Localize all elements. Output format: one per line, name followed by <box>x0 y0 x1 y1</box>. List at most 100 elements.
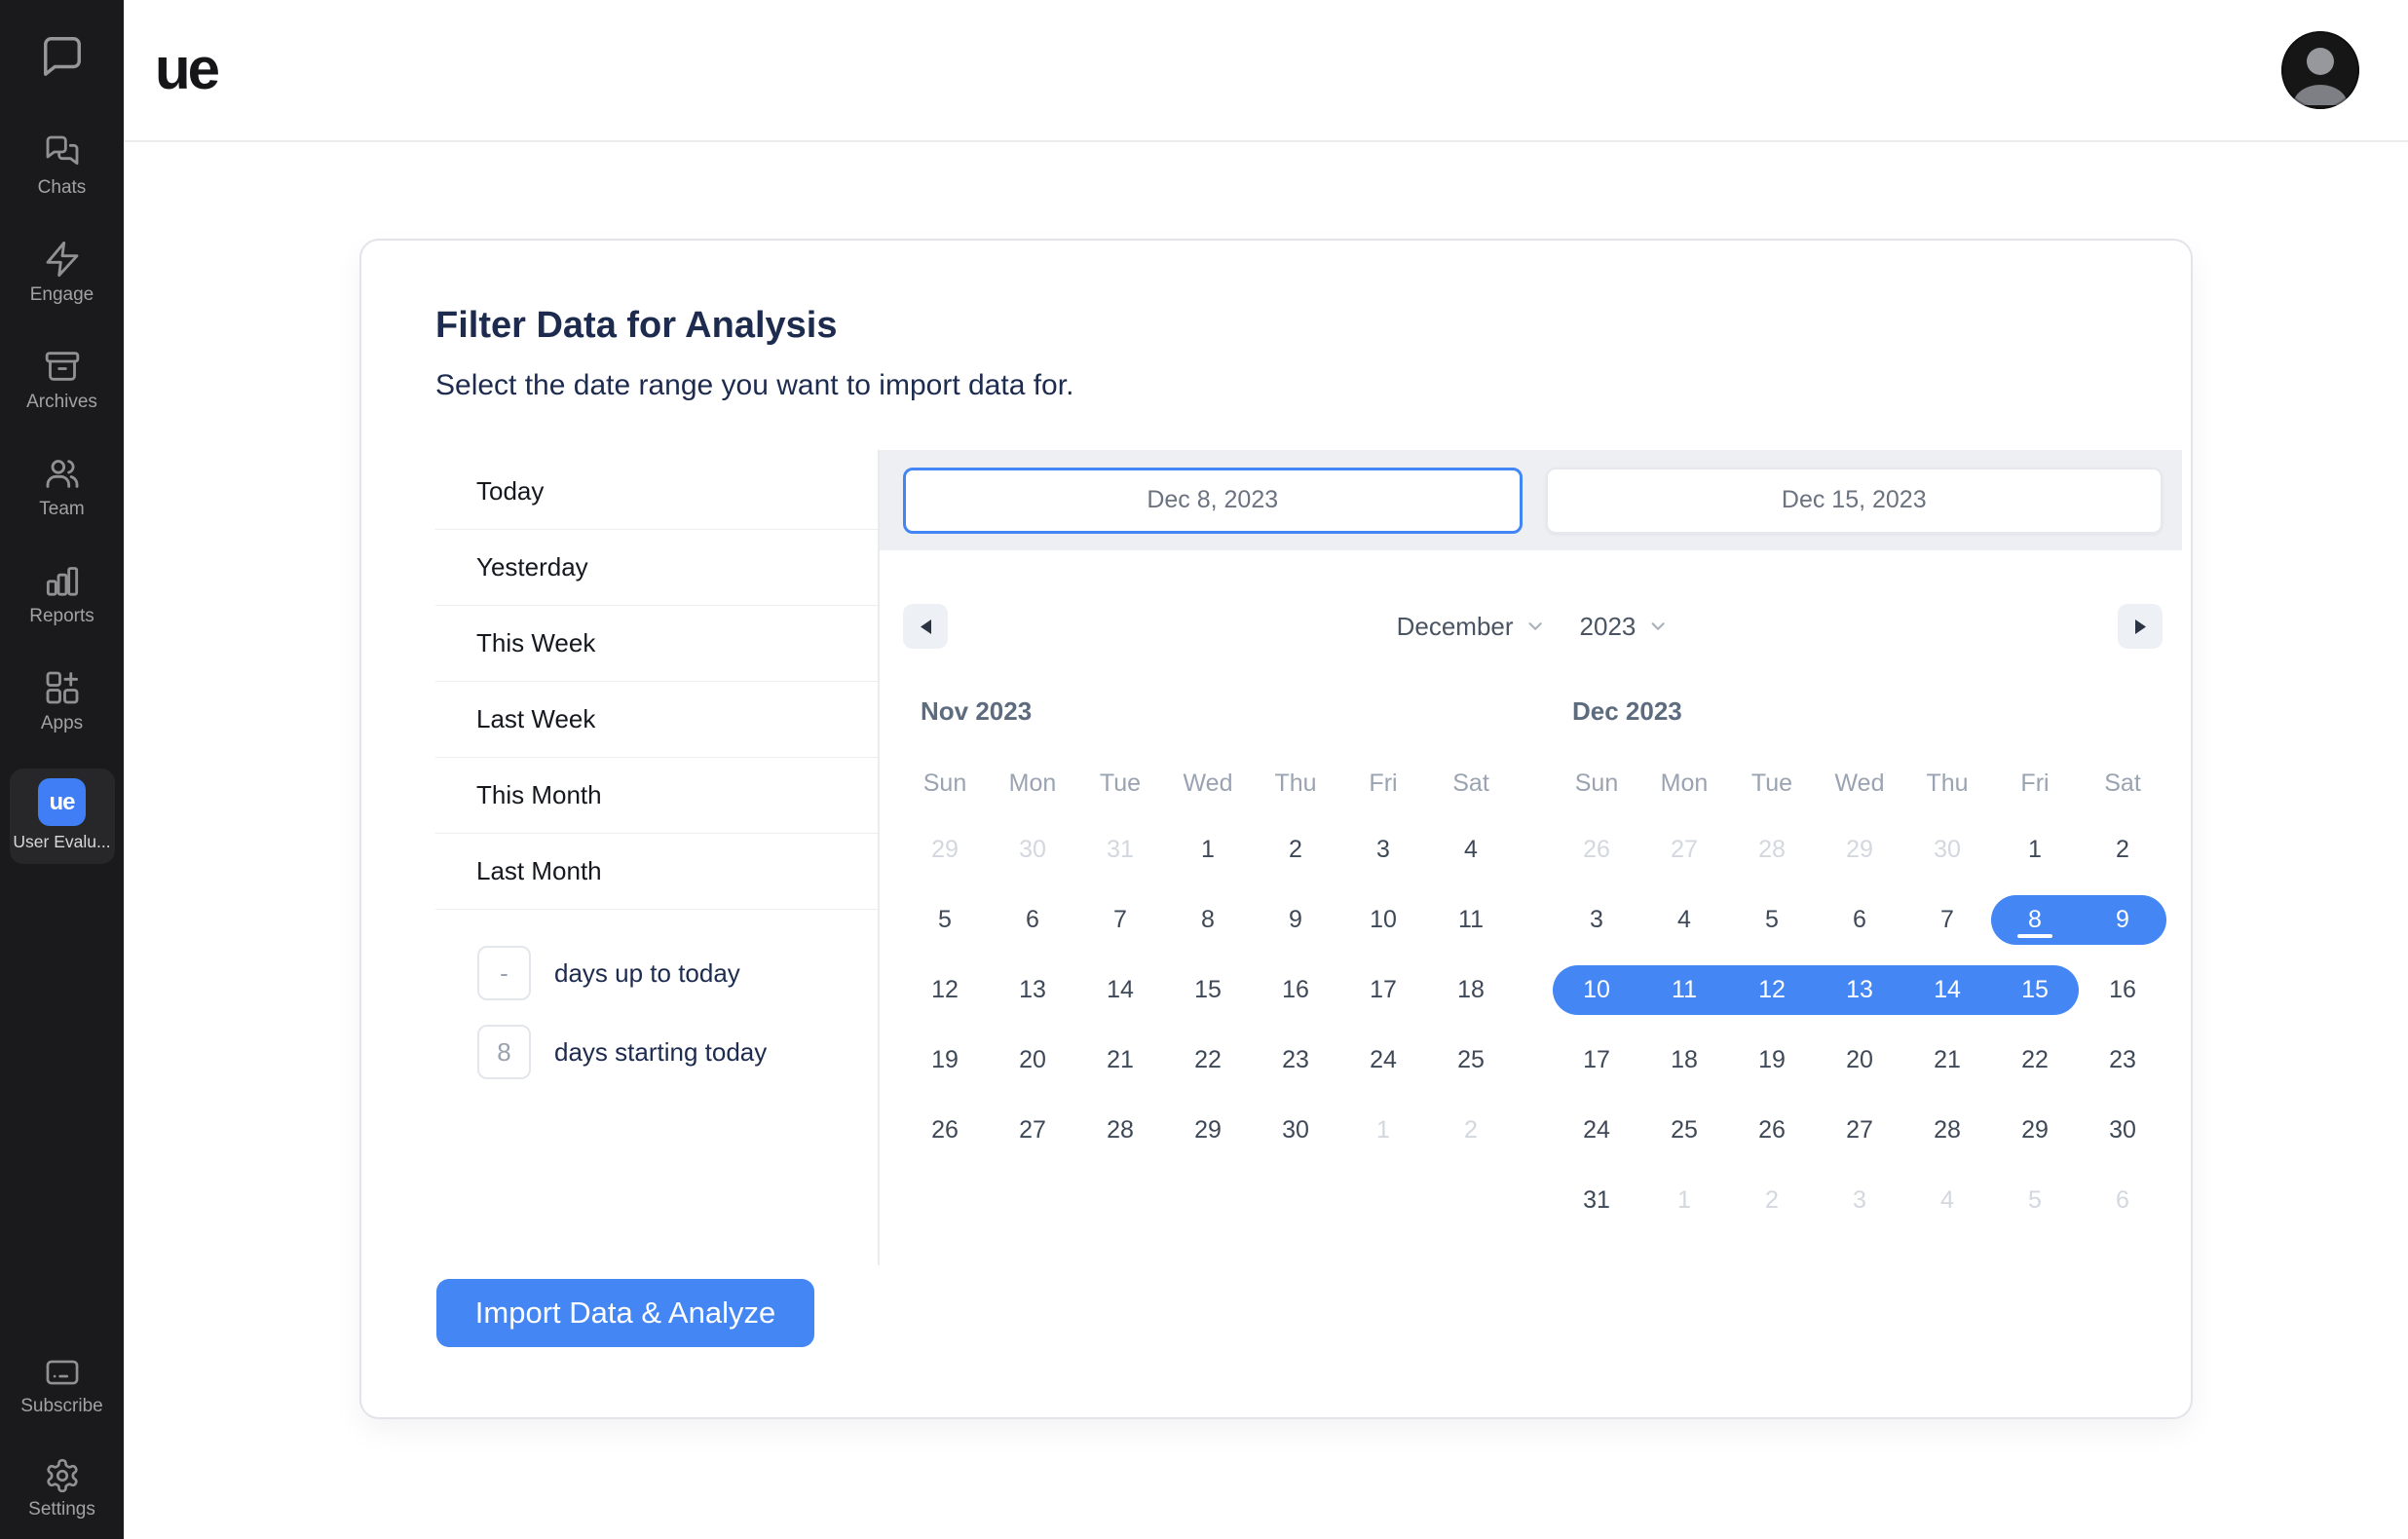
user-avatar[interactable] <box>2281 31 2359 109</box>
start-date-input[interactable]: Dec 8, 2023 <box>903 467 1523 534</box>
calendar-day[interactable]: 10 <box>1553 964 1640 1015</box>
calendar-day[interactable]: 22 <box>1164 1035 1252 1085</box>
calendar-day[interactable]: 9 <box>2079 894 2166 945</box>
sidebar-item-team[interactable]: Team <box>0 454 124 538</box>
calendar-day[interactable]: 30 <box>2079 1106 2166 1155</box>
calendar-day[interactable]: 26 <box>1728 1106 1816 1155</box>
calendar-day[interactable]: 1 <box>1640 1176 1728 1225</box>
calendar-day[interactable]: 29 <box>1816 825 1903 875</box>
calendar-day[interactable]: 26 <box>1553 825 1640 875</box>
calendar-day[interactable]: 25 <box>1427 1035 1515 1085</box>
month-select[interactable]: December <box>1397 612 1547 642</box>
import-data-analyze-button[interactable]: Import Data & Analyze <box>436 1279 814 1347</box>
brand-logo[interactable]: ue <box>155 36 220 101</box>
calendar-day[interactable]: 13 <box>989 965 1076 1015</box>
calendar-day[interactable]: 27 <box>1640 825 1728 875</box>
calendar-day[interactable]: 6 <box>2079 1176 2166 1225</box>
days-starting-today-input[interactable]: 8 <box>477 1025 531 1079</box>
calendar-day[interactable]: 16 <box>2079 965 2166 1015</box>
calendar-day[interactable]: 21 <box>1076 1035 1164 1085</box>
calendar-day[interactable]: 11 <box>1427 895 1515 945</box>
calendar-day[interactable]: 23 <box>1252 1035 1339 1085</box>
calendar-day[interactable]: 31 <box>1076 825 1164 875</box>
quick-option-this-month[interactable]: This Month <box>435 758 878 834</box>
calendar-day[interactable]: 26 <box>901 1106 989 1155</box>
calendar-day[interactable]: 16 <box>1252 965 1339 1015</box>
sidebar-item-apps[interactable]: Apps <box>0 668 124 752</box>
calendar-day[interactable]: 7 <box>1076 895 1164 945</box>
calendar-day[interactable]: 23 <box>2079 1035 2166 1085</box>
calendar-day[interactable]: 11 <box>1640 964 1728 1015</box>
calendar-day[interactable]: 17 <box>1553 1035 1640 1085</box>
calendar-day[interactable]: 14 <box>1076 965 1164 1015</box>
quick-option-last-month[interactable]: Last Month <box>435 834 878 910</box>
calendar-day[interactable]: 19 <box>901 1035 989 1085</box>
calendar-day[interactable]: 1 <box>1164 825 1252 875</box>
calendar-day[interactable]: 30 <box>989 825 1076 875</box>
calendar-day[interactable]: 31 <box>1553 1176 1640 1225</box>
calendar-day[interactable]: 29 <box>1991 1106 2079 1155</box>
calendar-day[interactable]: 10 <box>1339 895 1427 945</box>
calendar-day[interactable]: 8 <box>1991 894 2079 945</box>
sidebar-item-archives[interactable]: Archives <box>0 347 124 431</box>
sidebar-item-subscribe[interactable]: Subscribe <box>0 1354 124 1418</box>
quick-option-last-week[interactable]: Last Week <box>435 682 878 758</box>
calendar-day[interactable]: 2 <box>1252 825 1339 875</box>
calendar-day[interactable]: 20 <box>1816 1035 1903 1085</box>
end-date-input[interactable]: Dec 15, 2023 <box>1545 467 2163 534</box>
calendar-day[interactable]: 7 <box>1903 895 1991 945</box>
calendar-day[interactable]: 28 <box>1903 1106 1991 1155</box>
calendar-day[interactable]: 12 <box>1728 964 1816 1015</box>
calendar-day[interactable]: 2 <box>2079 825 2166 875</box>
calendar-day[interactable]: 5 <box>1728 895 1816 945</box>
calendar-day[interactable]: 19 <box>1728 1035 1816 1085</box>
calendar-day[interactable]: 6 <box>989 895 1076 945</box>
calendar-day[interactable]: 5 <box>901 895 989 945</box>
calendar-day[interactable]: 30 <box>1903 825 1991 875</box>
calendar-day[interactable]: 25 <box>1640 1106 1728 1155</box>
calendar-day[interactable]: 27 <box>1816 1106 1903 1155</box>
calendar-day[interactable]: 1 <box>1339 1106 1427 1155</box>
calendar-day[interactable]: 2 <box>1728 1176 1816 1225</box>
calendar-day[interactable]: 4 <box>1903 1176 1991 1225</box>
calendar-day[interactable]: 24 <box>1339 1035 1427 1085</box>
calendar-day[interactable]: 15 <box>1164 965 1252 1015</box>
calendar-day[interactable]: 12 <box>901 965 989 1015</box>
chat-bubble-logo-icon[interactable] <box>40 33 85 78</box>
calendar-day[interactable]: 21 <box>1903 1035 1991 1085</box>
quick-option-yesterday[interactable]: Yesterday <box>435 530 878 606</box>
calendar-day[interactable]: 1 <box>1991 825 2079 875</box>
calendar-day[interactable]: 4 <box>1640 895 1728 945</box>
quick-option-this-week[interactable]: This Week <box>435 606 878 682</box>
calendar-day[interactable]: 4 <box>1427 825 1515 875</box>
calendar-day[interactable]: 13 <box>1816 964 1903 1015</box>
sidebar-item-engage[interactable]: Engage <box>0 240 124 323</box>
calendar-day[interactable]: 3 <box>1816 1176 1903 1225</box>
next-month-button[interactable] <box>2118 604 2163 649</box>
calendar-day[interactable]: 18 <box>1640 1035 1728 1085</box>
calendar-day[interactable]: 14 <box>1903 964 1991 1015</box>
calendar-day[interactable]: 27 <box>989 1106 1076 1155</box>
quick-option-today[interactable]: Today <box>435 454 878 530</box>
sidebar-item-settings[interactable]: Settings <box>0 1457 124 1521</box>
calendar-day[interactable]: 5 <box>1991 1176 2079 1225</box>
calendar-day[interactable]: 15 <box>1991 964 2079 1015</box>
calendar-day[interactable]: 3 <box>1553 895 1640 945</box>
sidebar-item-chats[interactable]: Chats <box>0 132 124 216</box>
calendar-day[interactable]: 24 <box>1553 1106 1640 1155</box>
days-up-to-today-input[interactable]: - <box>477 946 531 1000</box>
calendar-day[interactable]: 29 <box>1164 1106 1252 1155</box>
calendar-day[interactable]: 3 <box>1339 825 1427 875</box>
calendar-day[interactable]: 9 <box>1252 895 1339 945</box>
calendar-day[interactable]: 28 <box>1076 1106 1164 1155</box>
calendar-day[interactable]: 22 <box>1991 1035 2079 1085</box>
sidebar-item-user-evaluation[interactable]: ue User Evalu... <box>9 769 115 864</box>
calendar-day[interactable]: 28 <box>1728 825 1816 875</box>
calendar-day[interactable]: 2 <box>1427 1106 1515 1155</box>
calendar-day[interactable]: 8 <box>1164 895 1252 945</box>
calendar-day[interactable]: 18 <box>1427 965 1515 1015</box>
sidebar-item-reports[interactable]: Reports <box>0 561 124 645</box>
previous-month-button[interactable] <box>903 604 948 649</box>
year-select[interactable]: 2023 <box>1580 612 1670 642</box>
calendar-day[interactable]: 6 <box>1816 895 1903 945</box>
